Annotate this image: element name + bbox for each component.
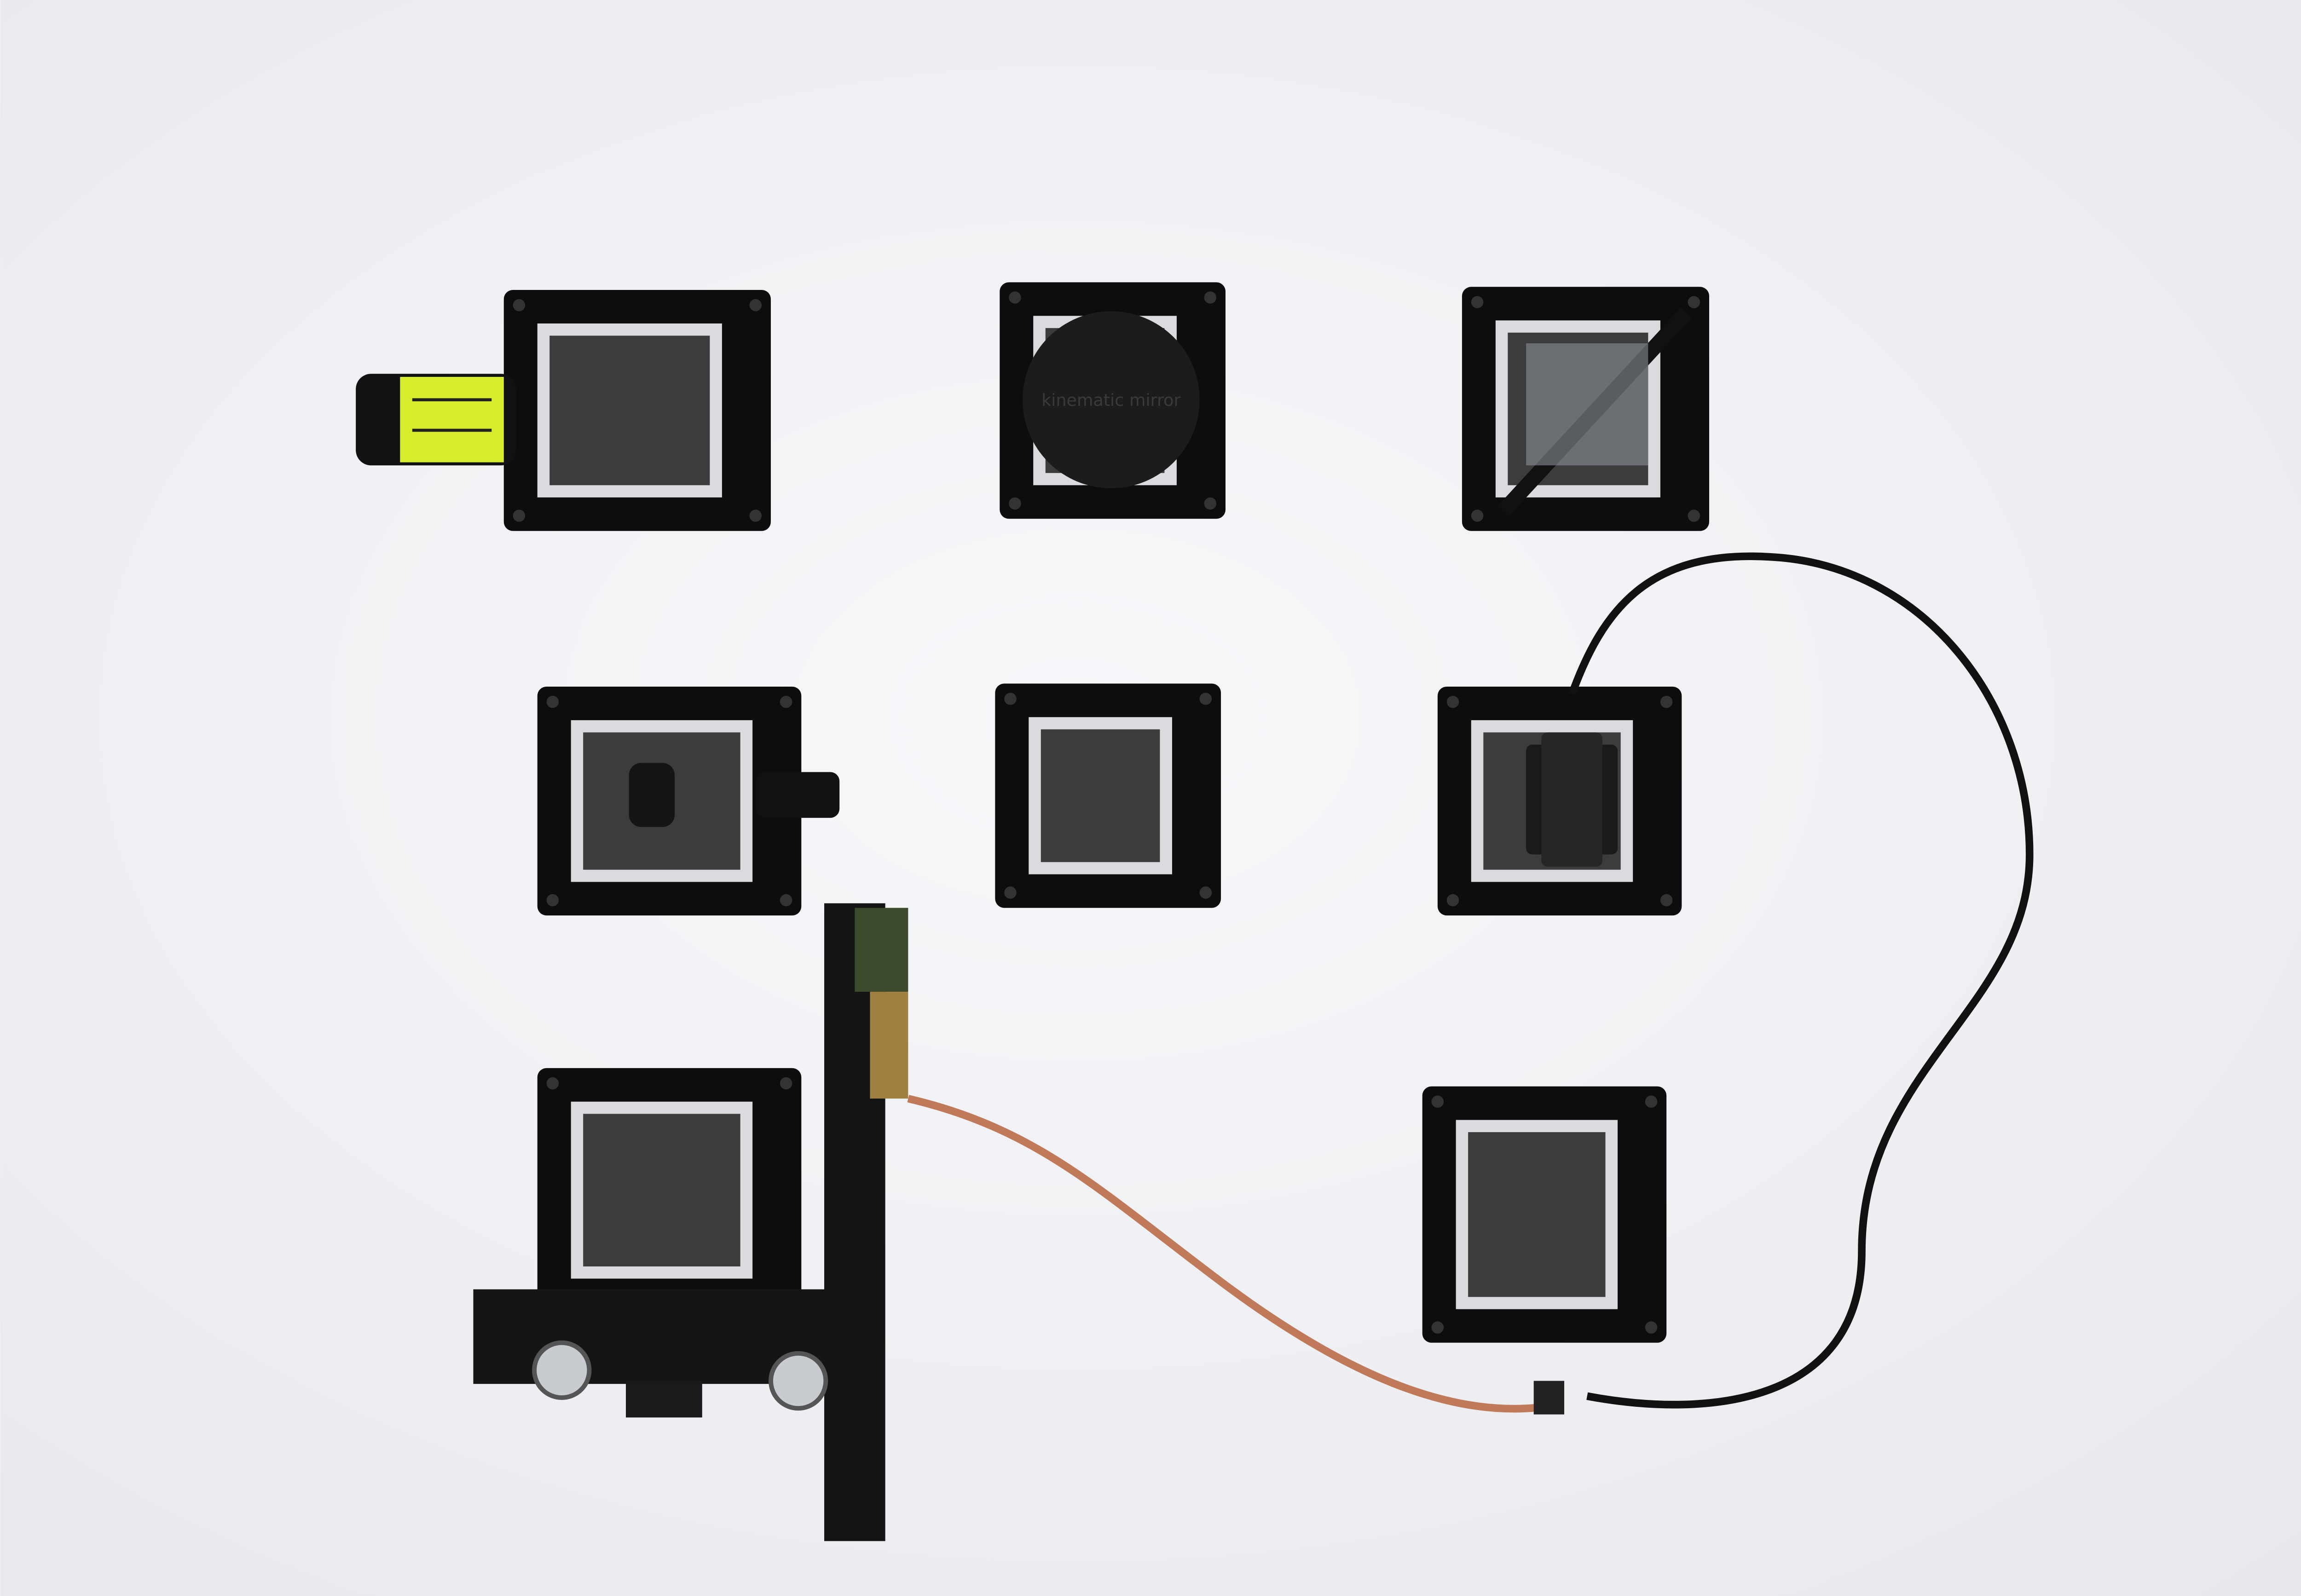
- screw: [1204, 497, 1217, 510]
- screw: [780, 894, 792, 907]
- translation-stage: [473, 903, 908, 1541]
- screw: [1645, 1095, 1658, 1108]
- screw: [1199, 693, 1212, 705]
- screw: [1004, 886, 1017, 899]
- screw: [1660, 894, 1673, 907]
- screw: [1431, 1321, 1444, 1334]
- screw: [749, 509, 762, 522]
- cube-inner: [1468, 1132, 1606, 1297]
- screw: [1688, 509, 1700, 522]
- screw: [1471, 296, 1484, 308]
- screw: [1471, 509, 1484, 522]
- camera-lens: [1526, 732, 1618, 867]
- engraving: kinematic mirror: [1041, 390, 1180, 410]
- screw: [1009, 497, 1021, 510]
- screw: [780, 1077, 792, 1090]
- lens-rod: [755, 772, 840, 818]
- lens-knob: [629, 763, 675, 827]
- screw: [749, 299, 762, 312]
- screw: [546, 1077, 559, 1090]
- screw: [1004, 693, 1017, 705]
- laser: [356, 374, 516, 466]
- screw: [546, 894, 559, 907]
- screw: [1204, 291, 1217, 304]
- screw: [1431, 1095, 1444, 1108]
- glass: [1526, 343, 1648, 466]
- screw: [1645, 1321, 1658, 1334]
- screw: [1446, 894, 1459, 907]
- coax-cable: [907, 1095, 1545, 1413]
- screw: [1199, 886, 1212, 899]
- mirror-plate: [1023, 311, 1200, 488]
- cube-inner: [549, 335, 710, 486]
- screw: [513, 299, 526, 312]
- laser-label: [400, 376, 504, 463]
- screw: [513, 509, 526, 522]
- screw: [1660, 695, 1673, 708]
- screw: [780, 695, 792, 708]
- screw: [546, 695, 559, 708]
- usb-cable: [1568, 552, 2034, 1409]
- cube-inner: [583, 1114, 740, 1266]
- cube-inner: [1041, 729, 1160, 862]
- connector: [1533, 1381, 1565, 1415]
- screw: [1446, 695, 1459, 708]
- screw: [1688, 296, 1700, 308]
- screw: [1009, 291, 1021, 304]
